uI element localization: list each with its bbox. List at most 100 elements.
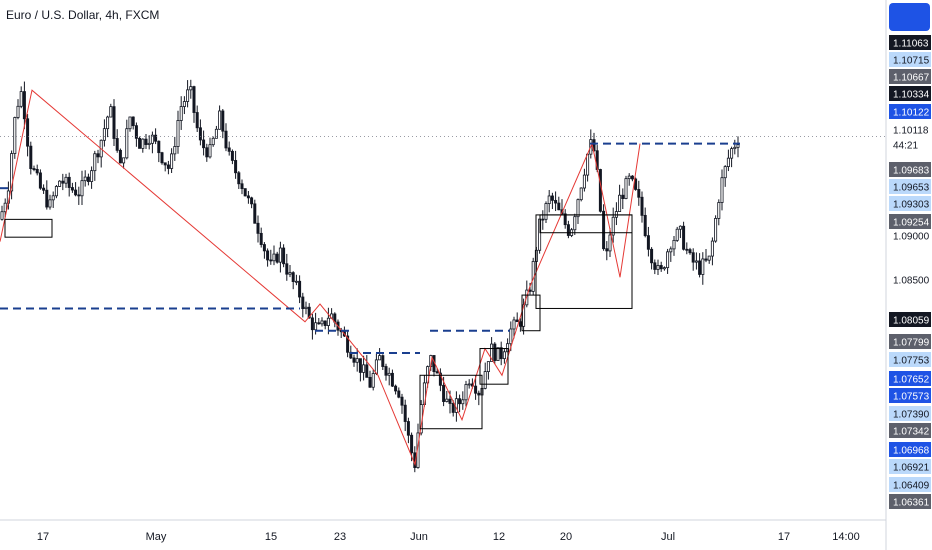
price-axis-tag: 44:21 [893, 141, 918, 152]
candle-body [138, 137, 142, 149]
price-tag-bg [889, 312, 931, 327]
price-axis-tag: 1.07652 [889, 371, 931, 386]
candle-body [38, 172, 42, 189]
candle-body [592, 139, 596, 152]
price-tag-text: 1.08059 [893, 316, 930, 327]
candle-body [576, 199, 580, 218]
candle-body [189, 86, 193, 91]
candle-body [493, 343, 497, 361]
order-block-box [539, 214, 633, 234]
candle-body [317, 322, 321, 325]
candle-body [186, 89, 190, 102]
candle-body [218, 110, 222, 130]
candle-body [477, 392, 481, 396]
price-tag-text: 1.06921 [893, 463, 930, 474]
price-axis-tag: 1.11063 [889, 35, 931, 50]
time-tick-label: May [146, 531, 167, 543]
candle-body [93, 153, 97, 172]
price-axis-tag: 1.10334 [889, 86, 931, 101]
candle-body [269, 259, 273, 262]
candle-body [323, 320, 327, 326]
price-tag-text: 1.06968 [893, 446, 930, 457]
candle-body [202, 139, 206, 149]
candle-body [403, 404, 407, 422]
candle-body [704, 258, 708, 261]
candle-body [154, 134, 158, 142]
candle-body [573, 216, 577, 231]
candle-body [157, 140, 161, 154]
candle-body [118, 149, 122, 164]
order-block-box [521, 294, 541, 332]
price-axis-tag: 1.06361 [889, 494, 931, 509]
candle-body [54, 186, 58, 197]
candle-body [461, 399, 465, 405]
candle-body [458, 398, 462, 405]
price-axis-tag: 1.10715 [889, 52, 931, 67]
candle-body [384, 366, 388, 376]
candle-body [602, 210, 606, 250]
candle-body [307, 306, 311, 319]
candle-body [304, 306, 308, 310]
price-axis-tag: 1.09683 [889, 162, 931, 177]
price-tag-bg [889, 371, 931, 386]
price-tag-text: 1.07573 [893, 392, 930, 403]
candle-body [115, 138, 119, 151]
candle-body [35, 168, 39, 174]
price-axis-tag: 1.10122 [889, 104, 931, 119]
price-tag-text: 1.07652 [893, 375, 930, 386]
time-tick-label: 17 [37, 531, 49, 543]
candle-body [182, 101, 186, 107]
candle-body [640, 196, 644, 216]
candle-body [365, 364, 369, 378]
candle-body [237, 172, 241, 185]
price-axis-tag: 1.08500 [893, 276, 930, 287]
candle-body [448, 398, 452, 404]
candle-body [326, 317, 330, 326]
candle-body [195, 112, 199, 129]
candle-body [310, 317, 314, 331]
price-tag-bg [889, 35, 931, 50]
candle-body [173, 146, 177, 155]
price-axis-tag: 1.06921 [889, 459, 931, 474]
candle-body [109, 106, 113, 118]
price-tag-bg [889, 442, 931, 457]
candle-body [352, 357, 356, 363]
candle-body [374, 359, 378, 374]
time-tick-label: Jun [410, 531, 428, 543]
order-block-box [479, 348, 509, 385]
candle-body [720, 177, 724, 203]
price-tag-bg [889, 459, 931, 474]
candle-body [723, 166, 727, 179]
candle-body [266, 250, 270, 261]
candle-body [483, 371, 487, 389]
scale-button [889, 3, 930, 31]
candle-body [387, 372, 391, 376]
price-tag-bg [889, 388, 931, 403]
candle-body [227, 147, 231, 152]
time-tick-label: 20 [560, 531, 572, 543]
price-tag-bg [889, 494, 931, 509]
candle-body [688, 249, 692, 254]
price-axis-tag: 1.08059 [889, 312, 931, 327]
price-tag-bg [889, 477, 931, 492]
price-tag-text: 1.07799 [893, 338, 930, 349]
candle-body [253, 203, 257, 224]
price-axis-tag: 1.07753 [889, 352, 931, 367]
candle-body [672, 239, 676, 250]
price-axis-tag: 1.07799 [889, 334, 931, 349]
candle-body [16, 105, 20, 118]
candle-body [682, 225, 686, 250]
zigzag-line [0, 89, 641, 467]
candle-body [541, 218, 545, 221]
candle-body [208, 144, 212, 158]
candle-body [598, 169, 602, 212]
price-tag-text: 1.10334 [893, 90, 930, 101]
price-tag-bg [889, 69, 931, 84]
price-tag-bg [889, 406, 931, 421]
candle-body [10, 153, 14, 192]
candle-body [714, 218, 718, 242]
candle-body [502, 351, 506, 360]
price-tag-text: 1.07342 [893, 427, 930, 438]
